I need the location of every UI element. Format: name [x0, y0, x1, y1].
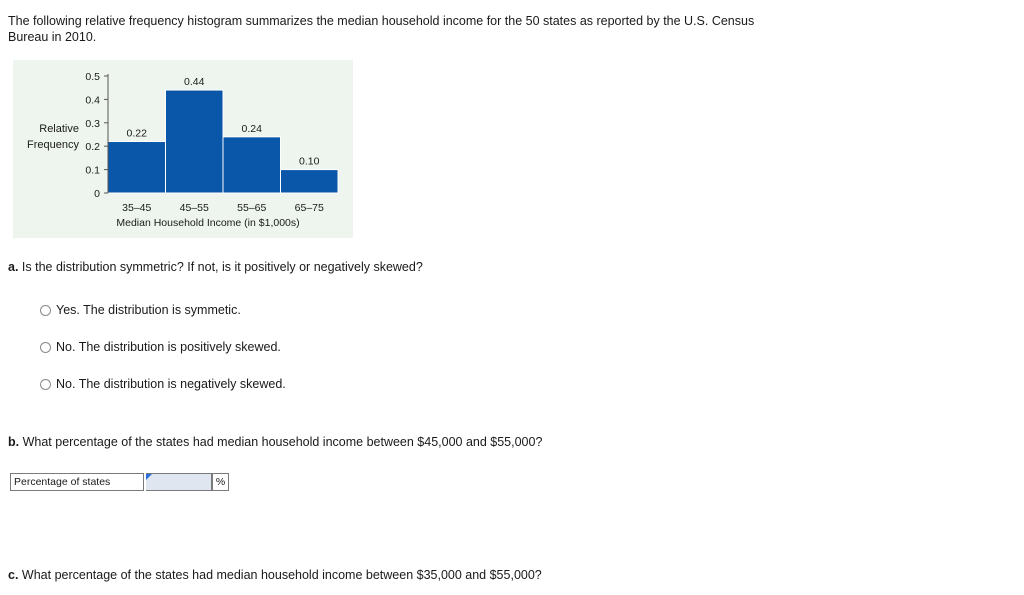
histogram-bar: [107, 141, 166, 194]
bar-data-label: 0.10: [299, 156, 320, 168]
question-a: a. Is the distribution symmetric? If not…: [8, 260, 423, 274]
question-c-text: What percentage of the states had median…: [21, 568, 542, 582]
bar-data-label: 0.44: [184, 76, 205, 88]
radio-positively-skewed[interactable]: [40, 341, 51, 353]
x-tick-label: 55–65: [237, 202, 266, 214]
y-tick-label: 0: [94, 188, 100, 200]
y-axis-label-line2: Frequency: [27, 139, 79, 151]
y-tick-label: 0.5: [85, 71, 100, 83]
radio-negatively-skewed[interactable]: [40, 378, 51, 390]
option-symmetric[interactable]: Yes. The distribution is symmetic.: [40, 302, 241, 318]
option-symmetric-label: Yes. The distribution is symmetic.: [56, 303, 241, 317]
histogram-bar: [280, 169, 339, 194]
problem-intro: The following relative frequency histogr…: [8, 14, 755, 44]
option-positively-skewed[interactable]: No. The distribution is positively skewe…: [40, 339, 281, 355]
y-tick-label: 0.3: [85, 118, 100, 130]
histogram-chart: 0.22 35–45 0.44 45–55 0.24 55–65 0.10 65–75 0 0.1…: [27, 71, 339, 229]
y-tick-label: 0.4: [85, 94, 100, 106]
bar-data-label: 0.22: [127, 128, 148, 140]
answer-label: Percentage of states: [10, 473, 144, 491]
percent-unit: %: [212, 473, 229, 491]
input-corner-marker: [146, 474, 152, 480]
question-b-text: What percentage of the states had median…: [22, 435, 543, 449]
histogram-panel: 0.22 35–45 0.44 45–55 0.24 55–65 0.10 65–75 0 0.1…: [13, 60, 353, 238]
option-negatively-skewed[interactable]: No. The distribution is negatively skewe…: [40, 376, 286, 392]
x-axis-label: Median Household Income (in $1,000s): [116, 217, 299, 229]
y-axis-label-line1: Relative: [39, 123, 79, 135]
histogram-bar: [222, 136, 281, 194]
answer-row-b: Percentage of states %: [10, 473, 229, 492]
question-b: b. What percentage of the states had med…: [8, 435, 542, 449]
question-c: c. What percentage of the states had med…: [8, 568, 542, 582]
x-tick-label: 65–75: [295, 202, 324, 214]
percentage-input[interactable]: [146, 476, 211, 492]
radio-symmetric[interactable]: [40, 304, 51, 316]
y-tick-label: 0.1: [85, 165, 100, 177]
x-tick-label: 45–55: [180, 202, 209, 214]
question-c-letter: c.: [8, 568, 19, 582]
question-a-letter: a.: [8, 260, 19, 274]
histogram-bar: [165, 89, 224, 194]
x-tick-label: 35–45: [122, 202, 151, 214]
question-a-text: Is the distribution symmetric? If not, i…: [21, 260, 423, 274]
question-b-letter: b.: [8, 435, 20, 449]
option-negatively-skewed-label: No. The distribution is negatively skewe…: [56, 377, 286, 391]
bar-data-label: 0.24: [242, 123, 263, 135]
y-tick-label: 0.2: [85, 141, 100, 153]
option-positively-skewed-label: No. The distribution is positively skewe…: [56, 340, 281, 354]
percentage-input-box[interactable]: [146, 473, 212, 492]
